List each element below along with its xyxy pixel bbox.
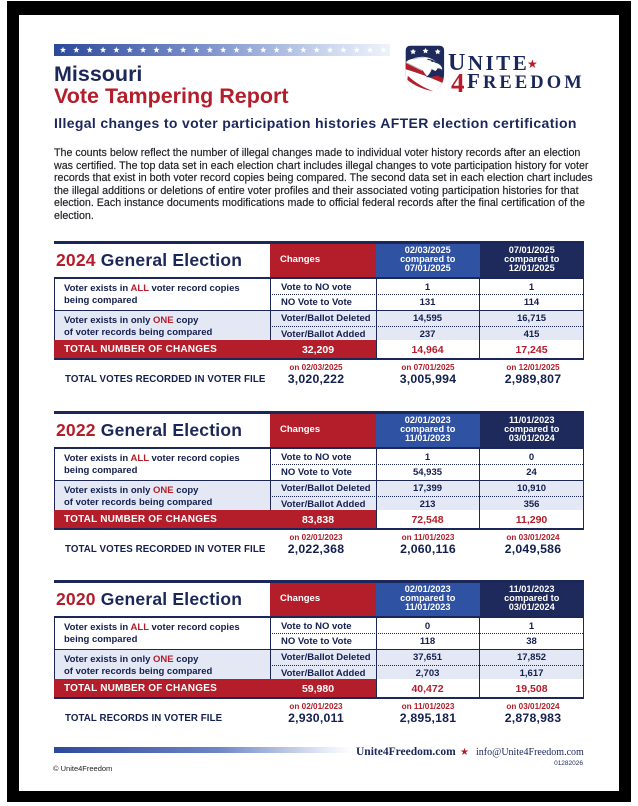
svg-text:★: ★ (527, 57, 538, 71)
svg-text:UNITE: UNITE (448, 50, 529, 76)
svg-text:FREEDOM: FREEDOM (467, 69, 585, 93)
svg-text:4: 4 (451, 68, 465, 98)
